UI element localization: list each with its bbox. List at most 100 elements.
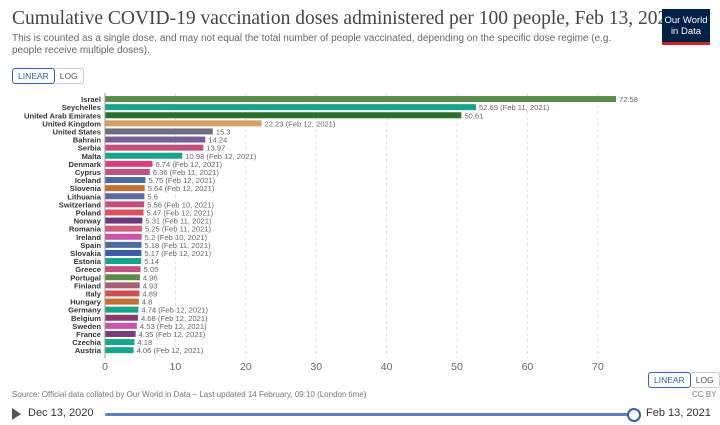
bar-chart: 0 10 20 30 40 50 60 70 Israel 72.58 Seychelles 52.6… xyxy=(24,93,638,370)
scale-toggle-top: LINEAR LOG xyxy=(12,68,84,84)
timeline-handle[interactable] xyxy=(627,408,641,422)
value-label: 5.47 (Feb 12, 2021) xyxy=(147,208,214,217)
timeline-start-date: Dec 13, 2020 xyxy=(28,407,94,419)
country-label: Bahrain xyxy=(73,136,102,145)
log-scale-button[interactable]: LOG xyxy=(54,68,84,84)
value-label: 5.75 (Feb 12, 2021) xyxy=(148,176,215,185)
log-scale-button-bottom[interactable]: LOG xyxy=(690,372,720,388)
country-label: Romania xyxy=(69,225,102,234)
value-label: 4.96 xyxy=(143,273,158,282)
linear-scale-button[interactable]: LINEAR xyxy=(12,68,55,84)
country-label: Poland xyxy=(76,208,102,217)
country-label: Austria xyxy=(75,346,102,355)
bar xyxy=(105,306,139,313)
value-label: 5.56 (Feb 10, 2021) xyxy=(147,200,214,209)
owid-logo[interactable]: Our World in Data xyxy=(662,9,710,45)
country-label: Seychelles xyxy=(62,103,101,112)
country-label: Sweden xyxy=(72,322,101,331)
country-label: France xyxy=(76,330,101,339)
country-label: Iceland xyxy=(75,176,102,185)
value-label: 4.8 xyxy=(142,298,153,307)
x-tick-label: 30 xyxy=(310,361,322,370)
country-label: United Arab Emirates xyxy=(24,111,101,120)
value-label: 4.35 (Feb 12, 2021) xyxy=(139,330,206,339)
country-label: Serbia xyxy=(78,144,102,153)
x-tick-label: 50 xyxy=(451,361,463,370)
value-label: 14.24 xyxy=(208,136,227,145)
country-label: Switzerland xyxy=(59,200,102,209)
bar xyxy=(105,177,146,184)
bar xyxy=(105,193,145,200)
scale-toggle-bottom: LINEAR LOG xyxy=(648,372,720,388)
value-label: 52.69 (Feb 11, 2021) xyxy=(479,103,550,112)
bar xyxy=(105,298,139,305)
bar xyxy=(105,249,142,256)
bar xyxy=(105,258,142,265)
x-tick-label: 0 xyxy=(102,361,108,370)
country-label: Hungary xyxy=(70,298,102,307)
country-label: Belgium xyxy=(71,314,101,323)
country-label: Malta xyxy=(82,152,102,161)
license-link[interactable]: CC BY xyxy=(692,390,717,399)
value-label: 5.6 xyxy=(147,192,158,201)
bar xyxy=(105,274,140,281)
value-label: 4.53 (Feb 12, 2021) xyxy=(140,322,207,331)
x-tick-label: 40 xyxy=(381,361,393,370)
value-label: 5.2 (Feb 10, 2021) xyxy=(145,233,208,242)
country-label: Slovenia xyxy=(70,184,102,193)
value-label: 4.93 xyxy=(143,281,158,290)
bar xyxy=(105,266,141,273)
logo-line-2: in Data xyxy=(670,26,702,37)
bar xyxy=(105,185,145,192)
country-label: Lithuania xyxy=(67,192,102,201)
country-label: Spain xyxy=(80,241,101,250)
country-label: United Kingdom xyxy=(42,119,101,128)
country-label: Denmark xyxy=(69,160,102,169)
bar xyxy=(105,233,142,240)
value-label: 4.74 (Feb 12, 2021) xyxy=(141,306,208,315)
country-label: United States xyxy=(52,127,101,136)
timeline: Dec 13, 2020 Feb 13, 2021 xyxy=(0,402,720,424)
source-note: Source: Official data collated by Our Wo… xyxy=(12,390,367,399)
timeline-end-date: Feb 13, 2021 xyxy=(646,407,711,419)
value-label: 6.74 (Feb 12, 2021) xyxy=(155,160,222,169)
x-tick-label: 60 xyxy=(522,361,534,370)
bar xyxy=(105,168,150,175)
play-icon[interactable] xyxy=(12,408,21,420)
bar xyxy=(105,217,143,224)
bar xyxy=(105,241,142,248)
country-label: Italy xyxy=(86,289,102,298)
value-label: 5.31 (Feb 11, 2021) xyxy=(145,217,212,226)
value-label: 5.25 (Feb 11, 2021) xyxy=(145,225,212,234)
value-label: 13.97 xyxy=(206,144,225,153)
bar xyxy=(105,314,138,321)
value-label: 10.98 (Feb 12, 2021) xyxy=(185,152,256,161)
value-label: 4.89 xyxy=(142,289,157,298)
bar xyxy=(105,347,134,354)
bar xyxy=(105,339,135,346)
country-label: Norway xyxy=(74,217,102,226)
value-label: 5.05 xyxy=(144,265,159,274)
country-label: Ireland xyxy=(76,233,101,242)
value-label: 5.64 (Feb 12, 2021) xyxy=(148,184,215,193)
bar xyxy=(105,112,462,119)
bar xyxy=(105,136,206,143)
bar xyxy=(105,209,144,216)
logo-line-1: Our World xyxy=(664,15,708,26)
country-label: Germany xyxy=(68,306,102,315)
value-label: 4.06 (Feb 12, 2021) xyxy=(137,346,204,355)
timeline-track[interactable] xyxy=(105,413,632,416)
bar xyxy=(105,152,183,159)
bar xyxy=(105,282,140,289)
x-tick-label: 70 xyxy=(592,361,604,370)
linear-scale-button-bottom[interactable]: LINEAR xyxy=(648,372,691,388)
country-label: Israel xyxy=(81,95,101,104)
country-label: Slovakia xyxy=(70,249,102,258)
bar xyxy=(105,330,136,337)
country-label: Portugal xyxy=(70,273,101,282)
chart-title: Cumulative COVID-19 vaccination doses ad… xyxy=(12,8,678,29)
value-label: 22.23 (Feb 12, 2021) xyxy=(265,119,336,128)
value-label: 72.58 xyxy=(619,95,638,104)
value-label: 15.3 xyxy=(216,127,231,136)
value-label: 5.18 (Feb 11, 2021) xyxy=(144,241,211,250)
